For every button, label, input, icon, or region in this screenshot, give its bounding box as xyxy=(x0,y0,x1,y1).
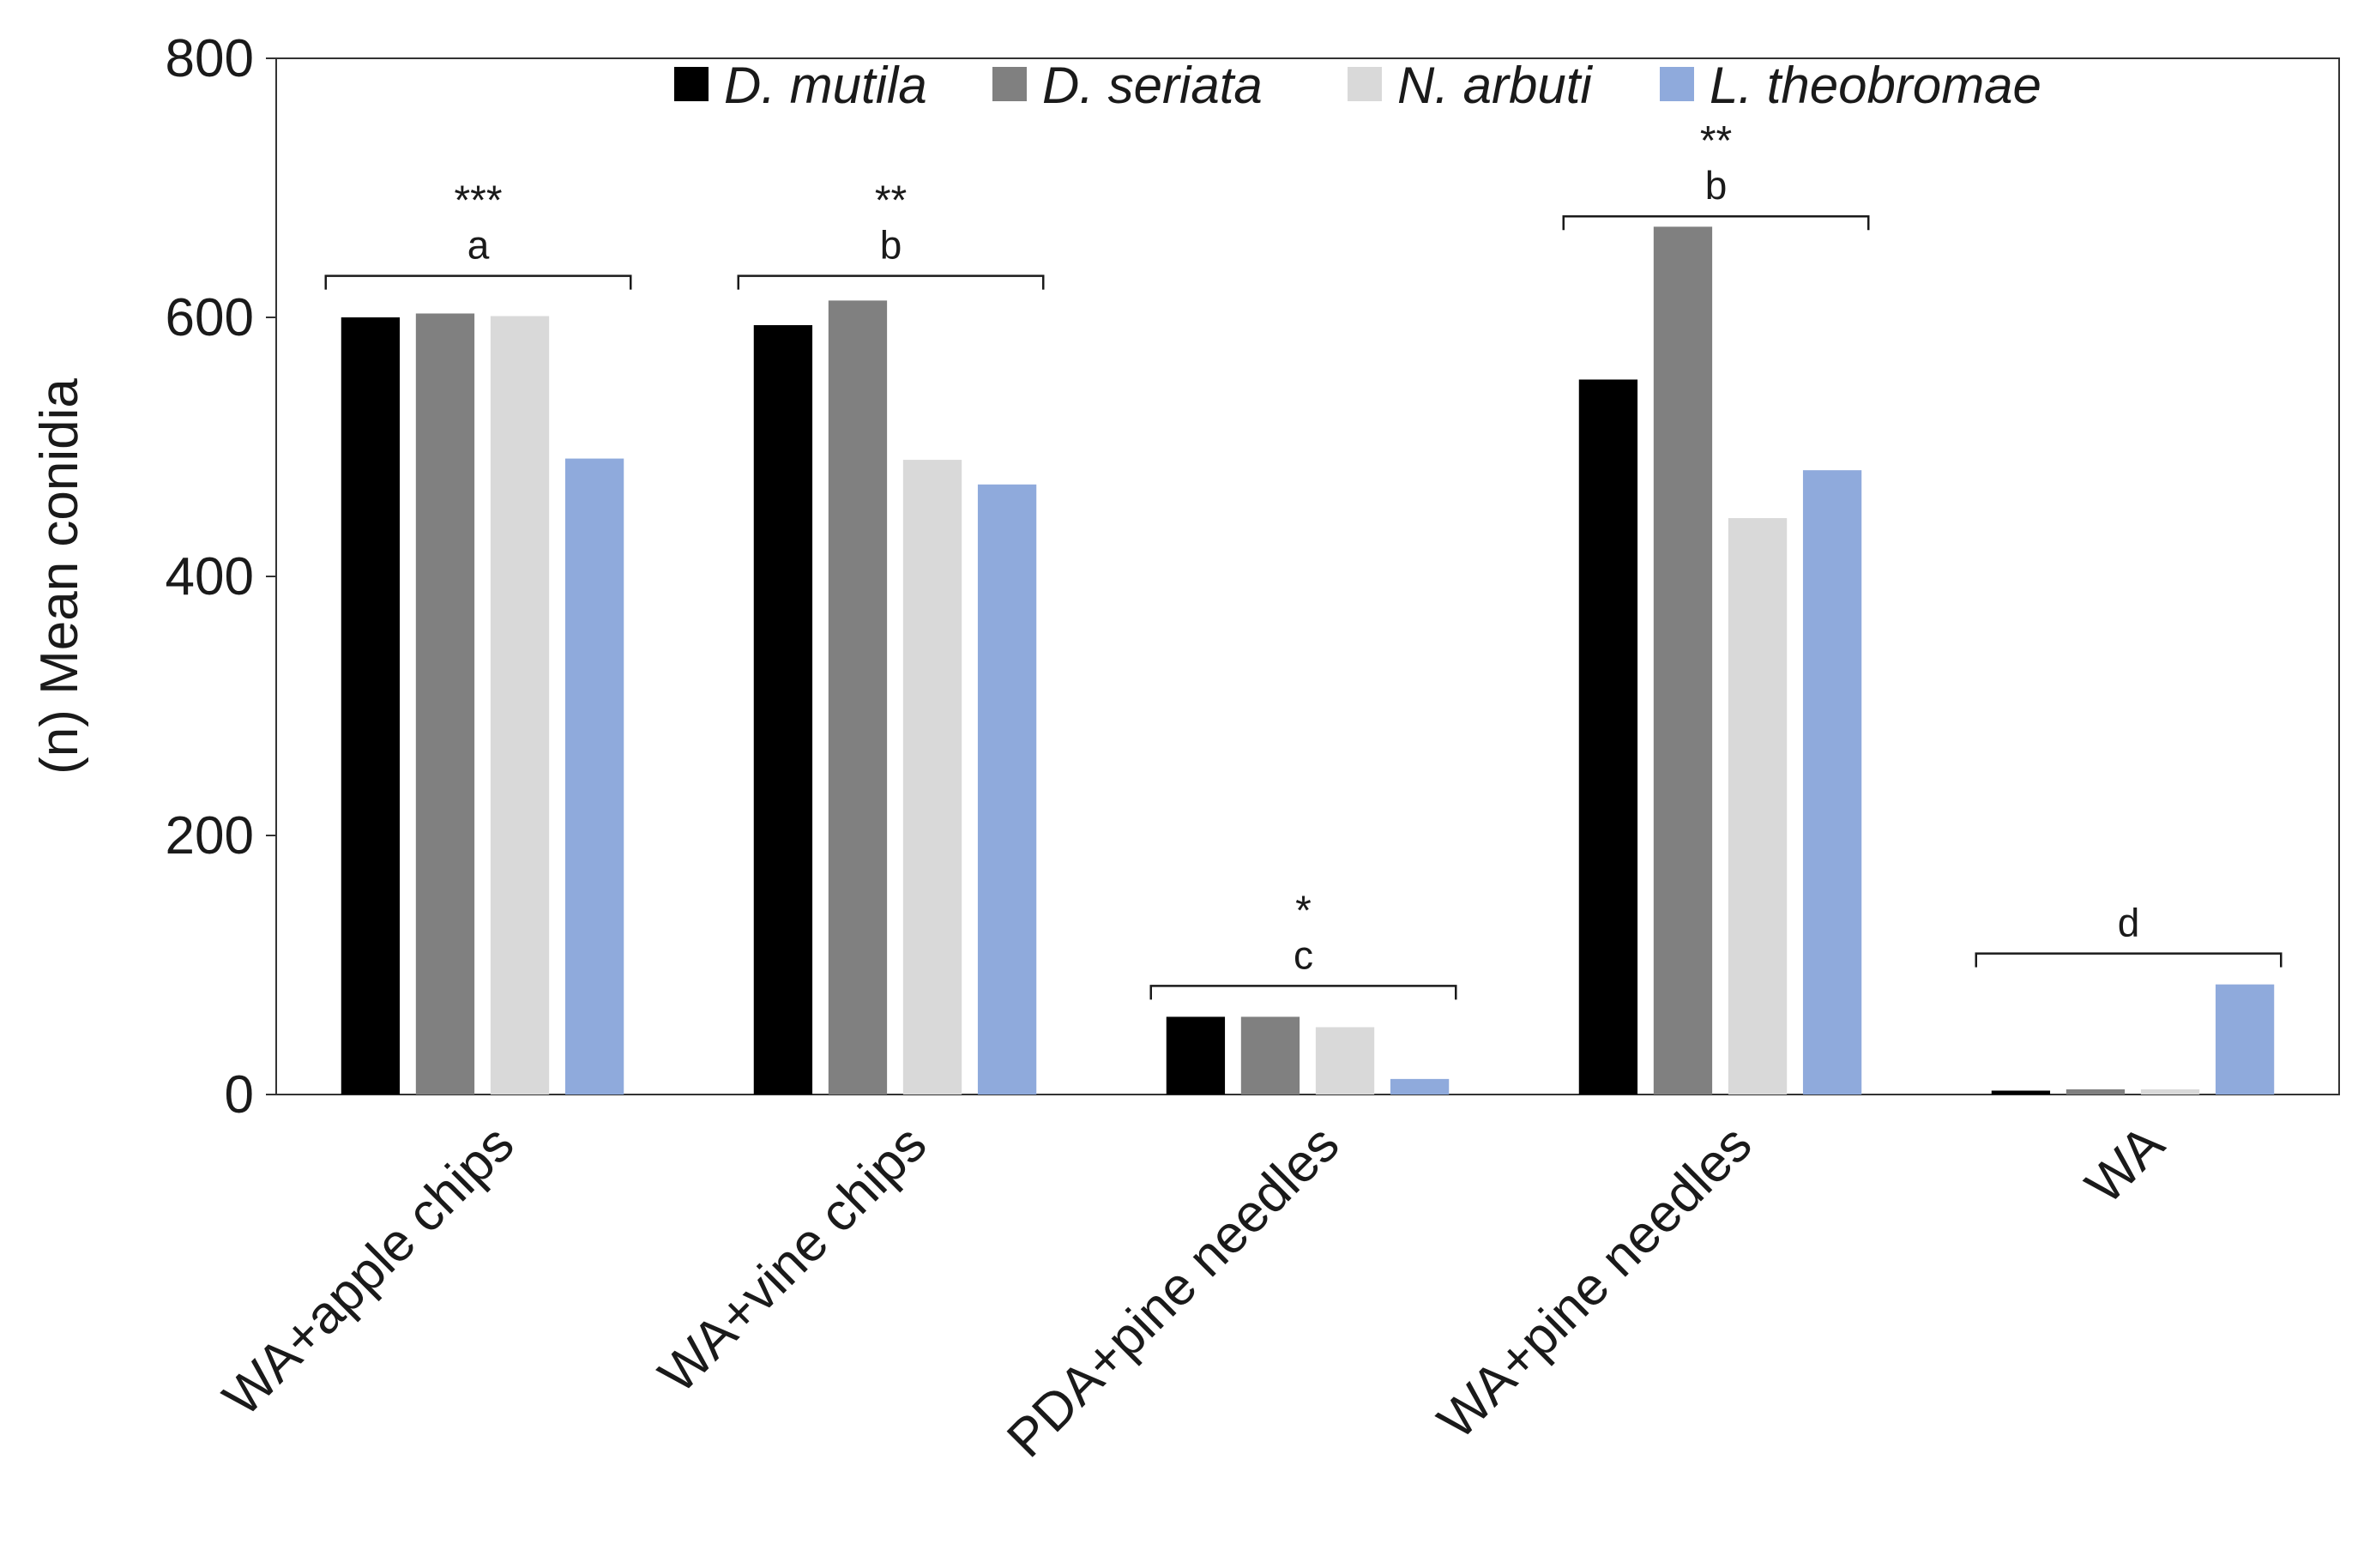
y-tick-label: 400 xyxy=(166,547,254,606)
bar-dmutila-3 xyxy=(1578,379,1638,1095)
significance-bracket xyxy=(737,274,1045,290)
bar-ltheobromae-0 xyxy=(564,458,624,1095)
axes: 0 200 400 600 800 xyxy=(166,29,2340,1125)
legend-swatch xyxy=(1348,67,1382,101)
bar-narbuti-4 xyxy=(2140,1089,2200,1095)
legend-label: N. arbuti xyxy=(1397,57,1593,114)
group-letter: a xyxy=(467,223,490,268)
significance-bracket xyxy=(1562,214,1870,231)
legend-label: D. seriata xyxy=(1042,57,1263,114)
bar-dmutila-1 xyxy=(753,325,813,1095)
x-category-label: WA+apple chips xyxy=(212,1114,525,1427)
y-tick-label: 600 xyxy=(166,288,254,347)
group-letter: b xyxy=(880,223,902,268)
y-tick-label: 200 xyxy=(166,806,254,865)
bar-ltheobromae-4 xyxy=(2215,984,2275,1095)
bar-dmutila-2 xyxy=(1166,1016,1226,1095)
legend-swatch xyxy=(992,67,1027,101)
significance-bracket xyxy=(324,274,632,290)
legend-swatch xyxy=(1660,67,1694,101)
legend-swatch xyxy=(674,67,709,101)
bar-ltheobromae-1 xyxy=(977,484,1037,1095)
bar-dseriata-2 xyxy=(1240,1016,1300,1095)
bar-narbuti-3 xyxy=(1728,518,1788,1095)
bars xyxy=(341,226,2275,1095)
x-category-label: WA+pine needles xyxy=(1426,1114,1763,1450)
legend: D. mutila D. seriata N. arbuti L. theobroma… xyxy=(674,57,2041,114)
bar-ltheobromae-2 xyxy=(1390,1078,1450,1095)
y-tick-label: 0 xyxy=(225,1065,254,1125)
y-tick-label: 800 xyxy=(166,29,254,88)
bar-dseriata-4 xyxy=(2066,1089,2126,1095)
group-letter: b xyxy=(1705,163,1728,208)
x-category-label: WA xyxy=(2075,1114,2176,1215)
group-letter: d xyxy=(2118,901,2140,945)
bar-dmutila-0 xyxy=(341,317,401,1095)
bar-dseriata-3 xyxy=(1653,226,1713,1095)
significance-stars: ** xyxy=(875,178,907,224)
x-category-label: PDA+pine needles xyxy=(996,1114,1350,1468)
significance-stars: *** xyxy=(454,178,502,224)
significance-stars: ** xyxy=(1700,118,1732,164)
y-axis-title: (n) Mean conidia xyxy=(30,378,89,775)
bar-ltheobromae-3 xyxy=(1802,470,1862,1095)
annotations: a***b**c*b**d xyxy=(324,118,2283,1000)
significance-bracket xyxy=(1149,985,1457,1000)
bar-narbuti-0 xyxy=(490,316,550,1095)
significance-bracket xyxy=(1975,952,2283,968)
bar-narbuti-1 xyxy=(902,460,962,1095)
bar-dseriata-1 xyxy=(828,300,888,1095)
bar-narbuti-2 xyxy=(1315,1027,1375,1095)
legend-label: D. mutila xyxy=(724,57,927,114)
bar-dmutila-4 xyxy=(1991,1090,2051,1095)
x-category-label: WA+vine chips xyxy=(648,1114,938,1404)
legend-label: L. theobromae xyxy=(1710,57,2041,114)
bar-dseriata-0 xyxy=(415,313,475,1095)
significance-stars: * xyxy=(1295,888,1312,933)
group-letter: c xyxy=(1294,932,1313,977)
